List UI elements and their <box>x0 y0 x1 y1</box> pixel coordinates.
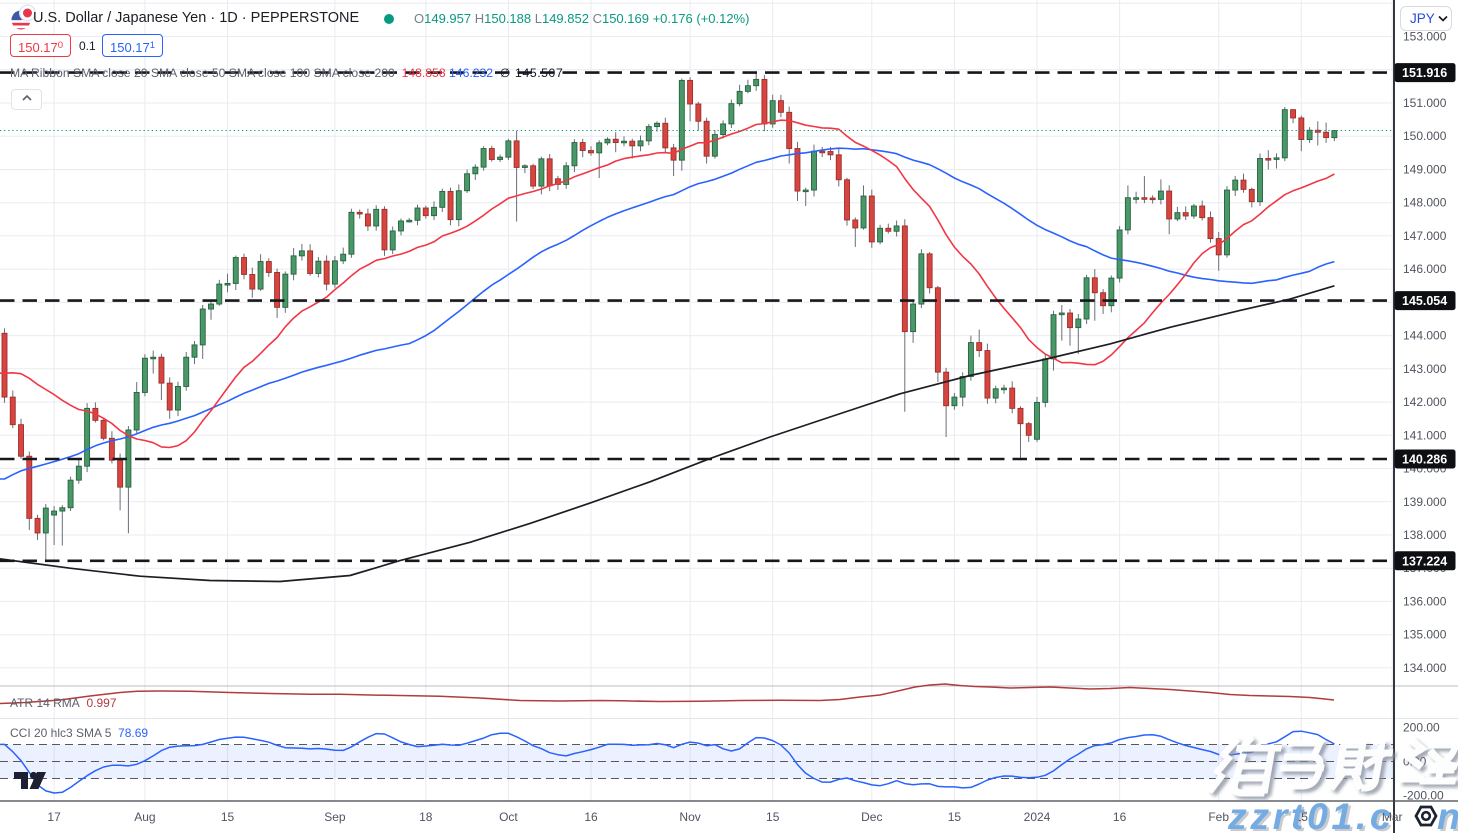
svg-text:142.000: 142.000 <box>1403 395 1447 409</box>
svg-text:151.916: 151.916 <box>1402 66 1447 80</box>
svg-text:Sep: Sep <box>324 810 346 824</box>
svg-text:n: n <box>1437 795 1458 833</box>
svg-text:143.000: 143.000 <box>1403 362 1447 376</box>
svg-text:18: 18 <box>419 810 433 824</box>
svg-text:149.000: 149.000 <box>1403 163 1447 177</box>
svg-text:Aug: Aug <box>134 810 155 824</box>
svg-text:153.000: 153.000 <box>1403 30 1447 44</box>
svg-text:138.000: 138.000 <box>1403 528 1447 542</box>
svg-text:141.000: 141.000 <box>1403 428 1447 442</box>
svg-text:145.054: 145.054 <box>1402 294 1447 308</box>
svg-text:146.000: 146.000 <box>1403 262 1447 276</box>
svg-text:140.286: 140.286 <box>1402 453 1447 467</box>
svg-text:150.000: 150.000 <box>1403 129 1447 143</box>
svg-text:2024: 2024 <box>1024 810 1051 824</box>
svg-text:zzrt01.c: zzrt01.c <box>1227 795 1394 833</box>
svg-text:136.000: 136.000 <box>1403 594 1447 608</box>
svg-text:Nov: Nov <box>679 810 700 824</box>
svg-text:Feb: Feb <box>1208 810 1229 824</box>
svg-text:15: 15 <box>766 810 780 824</box>
svg-text:135.000: 135.000 <box>1403 628 1447 642</box>
svg-text:148.000: 148.000 <box>1403 196 1447 210</box>
svg-text:134.000: 134.000 <box>1403 661 1447 675</box>
svg-text:Oct: Oct <box>499 810 518 824</box>
svg-text:17: 17 <box>47 810 61 824</box>
svg-text:147.000: 147.000 <box>1403 229 1447 243</box>
svg-text:Dec: Dec <box>861 810 882 824</box>
svg-text:137.224: 137.224 <box>1402 554 1447 568</box>
svg-text:151.000: 151.000 <box>1403 96 1447 110</box>
svg-text:15: 15 <box>221 810 235 824</box>
svg-text:15: 15 <box>948 810 962 824</box>
svg-text:16: 16 <box>584 810 598 824</box>
svg-text:139.000: 139.000 <box>1403 495 1447 509</box>
svg-text:16: 16 <box>1113 810 1127 824</box>
svg-text:144.000: 144.000 <box>1403 329 1447 343</box>
svg-text:200.00: 200.00 <box>1403 721 1440 735</box>
